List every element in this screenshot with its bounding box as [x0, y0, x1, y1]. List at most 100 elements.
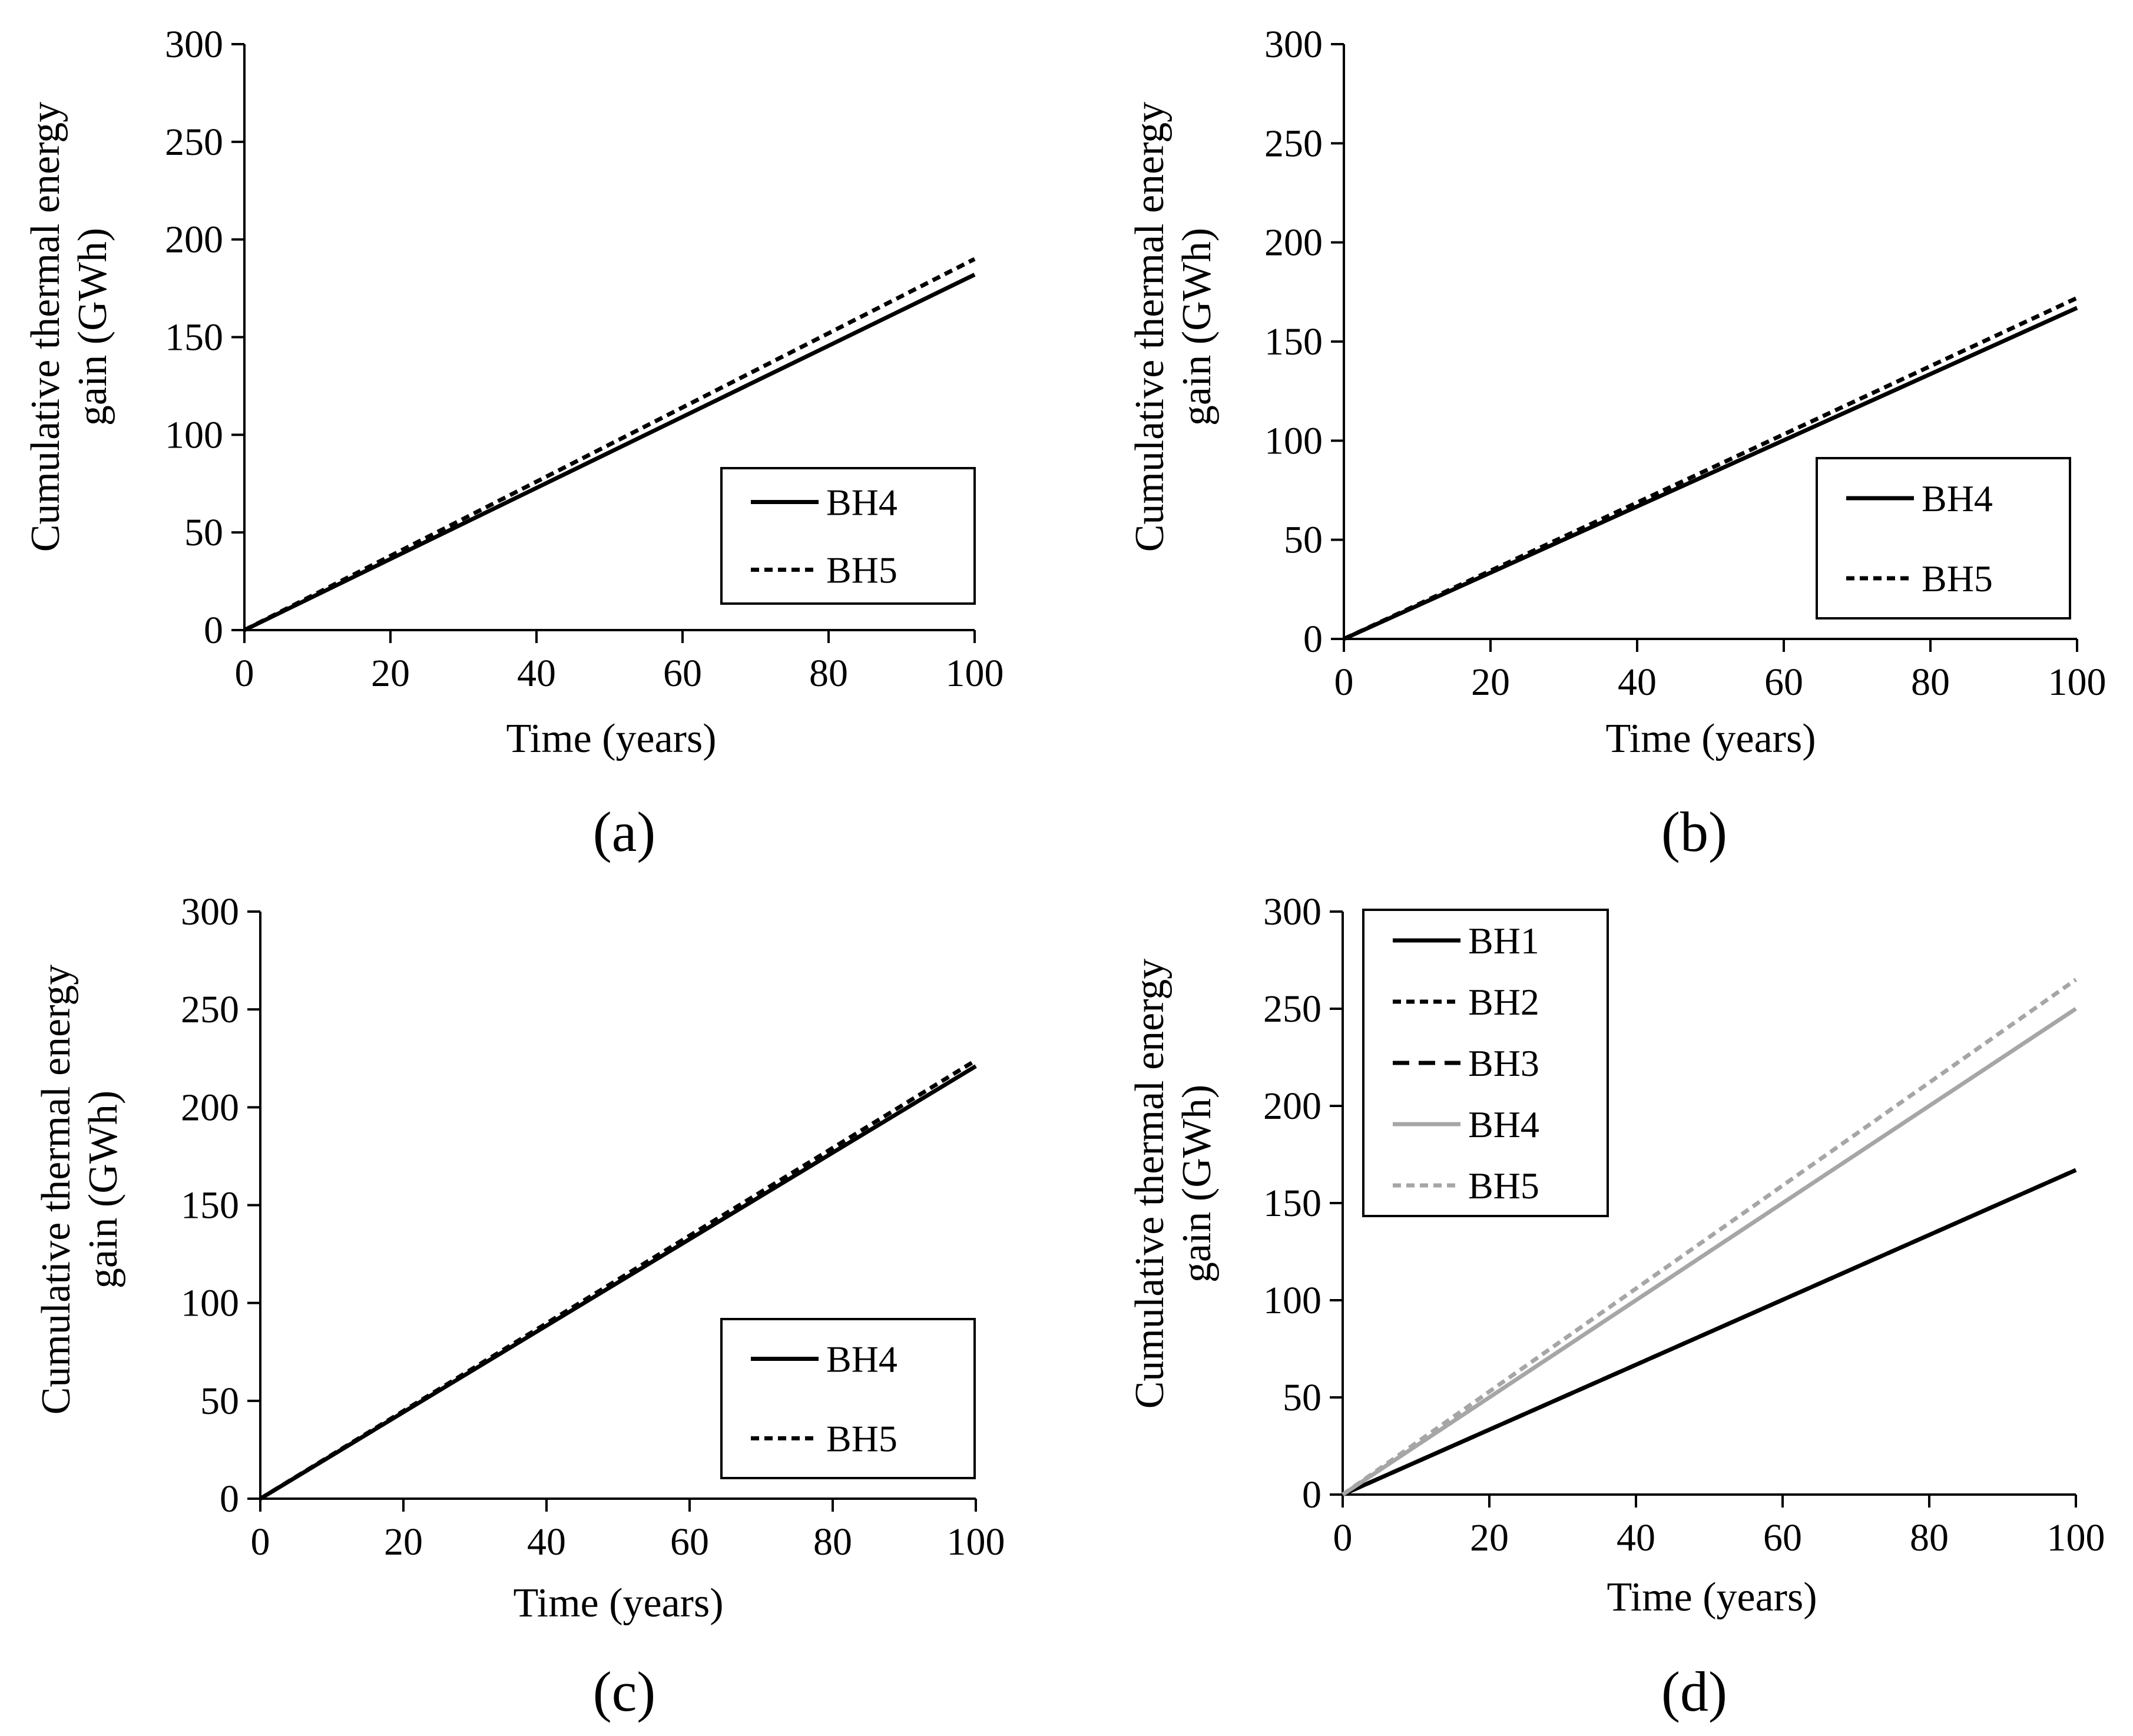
x-axis-title: Time (years)	[513, 1581, 723, 1626]
legend-label-bh5: BH5	[1922, 558, 1993, 599]
legend-label-bh4: BH4	[826, 482, 897, 524]
y-tick-label: 50	[1284, 519, 1323, 562]
chart-panel-b: 0 50 100 150 200 250 300 0 20 40 60 80 100 Time (year…	[1127, 23, 2106, 863]
series-line-bh4	[1343, 306, 2078, 641]
y-axis-title-line: Cumulative thermal energy	[23, 102, 68, 552]
y-tick-label: 0	[1303, 618, 1323, 661]
chart-panel-c: 0 50 100 150 200 250 300 0 20 40 60 80 100 Time (year…	[34, 890, 1005, 1723]
panel-label: (c)	[593, 1660, 656, 1723]
y-tick-label: 300	[181, 890, 239, 933]
y-tick-label: 100	[181, 1282, 239, 1325]
panel-label: (d)	[1661, 1660, 1727, 1723]
x-tick-label: 60	[670, 1520, 709, 1563]
legend-label-bh1: BH1	[1468, 920, 1539, 962]
legend: BH1 BH2 BH3 BH4 BH5	[1362, 909, 1609, 1217]
x-tick-label: 40	[517, 652, 556, 695]
y-tick-label: 150	[165, 316, 223, 359]
legend-label-bh4: BH4	[826, 1339, 897, 1380]
x-axis-title: Time (years)	[1607, 1575, 1817, 1620]
legend-label-bh5: BH5	[826, 549, 897, 591]
y-tick-label: 50	[1283, 1376, 1321, 1419]
x-tick-label: 80	[809, 652, 848, 695]
x-tick-label: 60	[1763, 1516, 1802, 1559]
x-tick-label: 80	[1911, 661, 1950, 704]
x-tick-label: 20	[1470, 1516, 1509, 1559]
y-tick-label: 200	[181, 1086, 239, 1129]
x-tick-label: 40	[1618, 661, 1657, 704]
y-tick-label: 100	[165, 413, 223, 456]
chart-panel-d: 0 50 100 150 200 250 300 0 20 40 60 80 100 Time (year…	[1127, 890, 2105, 1723]
y-tick-label: 300	[1264, 23, 1323, 66]
legend: BH4 BH5	[720, 1318, 976, 1479]
panel-label: (b)	[1661, 800, 1727, 863]
x-tick-label: 0	[235, 652, 254, 695]
x-tick-label: 20	[371, 652, 410, 695]
y-tick-label: 250	[1264, 122, 1323, 165]
y-tick-label: 200	[1263, 1085, 1321, 1128]
y-tick-label: 100	[1263, 1279, 1321, 1322]
x-tick-label: 0	[251, 1520, 270, 1563]
y-tick-label: 150	[1263, 1182, 1321, 1225]
y-axis-title-line: gain (GWh)	[70, 228, 115, 426]
x-tick-label: 0	[1334, 661, 1354, 704]
series-line-bh5	[1341, 978, 2078, 1496]
legend-box	[1816, 457, 2071, 619]
legend-label-bh4: BH4	[1922, 478, 1993, 519]
y-tick-label: 50	[184, 511, 223, 554]
y-axis-title-line: Cumulative thermal energy	[1127, 959, 1173, 1409]
x-tick-label: 20	[1471, 661, 1510, 704]
y-axis-title: Cumulative thermal energy gain (GWh)	[23, 102, 115, 552]
legend-label-bh2: BH2	[1468, 981, 1539, 1023]
x-tick-label: 60	[663, 652, 702, 695]
x-tick-label: 100	[2047, 1516, 2105, 1559]
x-tick-label: 80	[813, 1520, 852, 1563]
x-tick-label: 100	[2048, 661, 2106, 704]
x-tick-label: 100	[946, 652, 1004, 695]
legend-box	[720, 467, 976, 605]
series-line-bh5	[259, 1058, 977, 1500]
y-tick-label: 200	[1264, 221, 1323, 264]
y-tick-label: 150	[181, 1184, 239, 1227]
legend: BH4 BH5	[720, 467, 976, 605]
series-line-bh3	[1342, 1168, 2077, 1497]
y-tick-label: 100	[1264, 419, 1323, 462]
legend-label-bh3: BH3	[1468, 1042, 1539, 1084]
series-line-bh5	[243, 257, 976, 632]
x-tick-label: 20	[384, 1520, 423, 1563]
series-line-bh4	[243, 273, 976, 632]
y-axis-title-line: gain (GWh)	[1174, 1085, 1220, 1283]
x-tick-label: 40	[527, 1520, 566, 1563]
y-tick-label: 150	[1264, 320, 1323, 363]
y-axis-title-line: gain (GWh)	[81, 1091, 126, 1288]
legend: BH4 BH5	[1816, 457, 2071, 619]
x-tick-label: 60	[1764, 661, 1803, 704]
y-tick-label: 300	[1263, 890, 1321, 933]
y-tick-label: 250	[1263, 988, 1321, 1031]
y-tick-label: 250	[165, 121, 223, 164]
y-axis-title-line: gain (GWh)	[1174, 228, 1220, 426]
y-axis-title: Cumulative thermal energy gain (GWh)	[1127, 959, 1220, 1409]
y-axis-title: Cumulative thermal energy gain (GWh)	[1127, 102, 1220, 552]
x-tick-label: 0	[1333, 1516, 1353, 1559]
y-axis-title-line: Cumulative thermal energy	[34, 965, 79, 1415]
legend-label-bh5: BH5	[1468, 1165, 1539, 1207]
x-tick-label: 100	[947, 1520, 1005, 1563]
y-tick-label: 250	[181, 988, 239, 1031]
y-tick-label: 0	[1302, 1473, 1321, 1516]
y-axis-title: Cumulative thermal energy gain (GWh)	[34, 965, 126, 1415]
chart-panel-a: 0 50 100 150 200 250 300 0 20 40 60 80 100 Time (year…	[23, 23, 1004, 863]
y-tick-label: 50	[200, 1380, 239, 1423]
x-tick-label: 80	[1910, 1516, 1949, 1559]
y-tick-label: 0	[204, 609, 223, 652]
legend-label-bh4: BH4	[1468, 1104, 1539, 1145]
legend-box	[720, 1318, 976, 1479]
y-tick-label: 300	[165, 23, 223, 66]
y-tick-label: 0	[220, 1477, 239, 1520]
series-line-bh4	[1342, 1007, 2077, 1496]
legend-label-bh5: BH5	[826, 1418, 897, 1460]
x-axis-title: Time (years)	[506, 716, 716, 761]
panel-label: (a)	[593, 800, 656, 863]
x-tick-label: 40	[1617, 1516, 1655, 1559]
x-axis-title: Time (years)	[1605, 716, 1816, 761]
